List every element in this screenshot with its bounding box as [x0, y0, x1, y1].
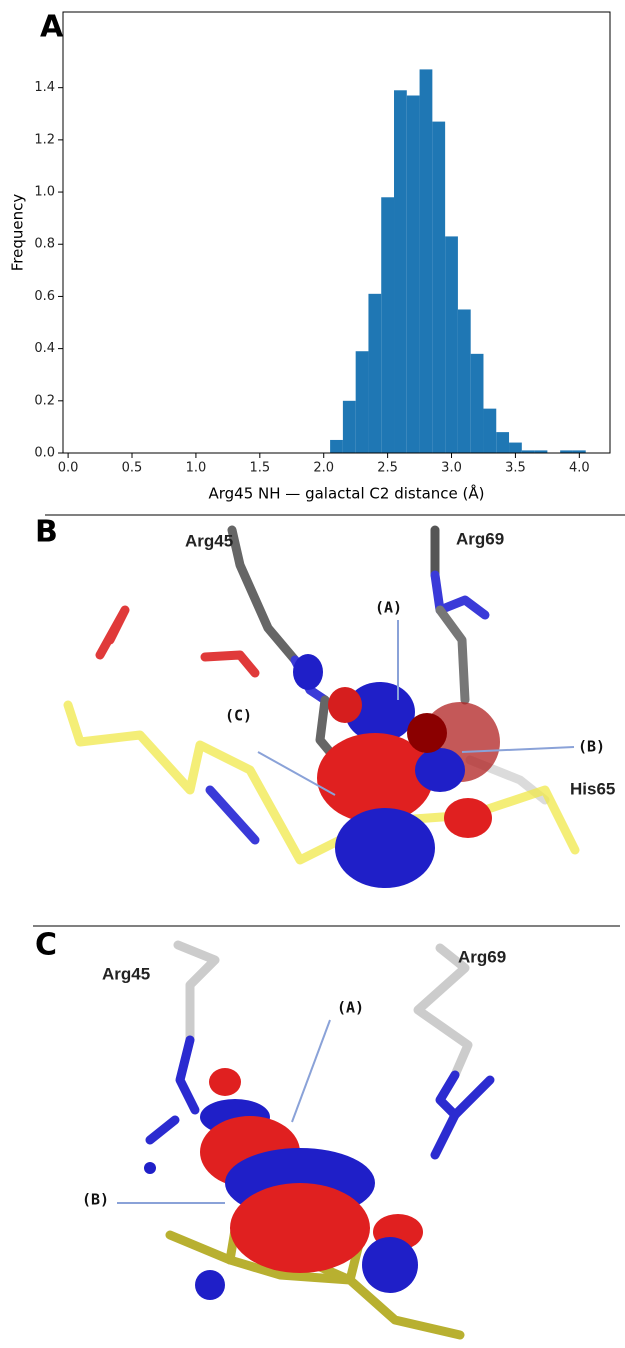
residue-label: Arg45	[185, 531, 233, 550]
residue-stick	[145, 1115, 180, 1145]
bar	[457, 309, 471, 453]
residue-stick	[175, 1035, 200, 1115]
orbital-lobe	[317, 733, 433, 823]
bar	[483, 408, 497, 453]
bar	[470, 353, 484, 453]
callout-label: (B)	[578, 738, 605, 756]
orbital-lobe	[407, 713, 447, 753]
bar	[560, 450, 573, 453]
residue-label: Arg45	[102, 964, 150, 983]
x-tick-label: 3.0	[441, 461, 462, 476]
bar	[496, 432, 510, 453]
water	[95, 605, 130, 660]
x-tick-label: 0.5	[122, 461, 143, 476]
y-tick-label: 0.2	[34, 393, 55, 408]
callout-label: (C)	[225, 707, 252, 725]
y-axis-label: Frequency	[9, 194, 27, 272]
residue-stick	[435, 605, 470, 705]
residue-stick	[430, 1110, 460, 1160]
bar	[355, 351, 369, 453]
y-tick-label: 1.2	[34, 132, 55, 147]
orbital-lobe	[444, 798, 492, 838]
ligand-stick	[205, 785, 260, 845]
panel-c: C Arg45 Arg69 (A) (B)	[35, 928, 506, 1340]
x-tick-label: 0.0	[58, 461, 79, 476]
plot-frame	[62, 11, 611, 454]
y-tick-label: 0.8	[34, 237, 55, 252]
x-tick-label: 1.5	[249, 461, 270, 476]
bar	[445, 236, 458, 453]
water	[200, 650, 260, 678]
panel-label: A	[40, 10, 64, 45]
residue-stick	[430, 570, 490, 620]
callout-label: (B)	[82, 1191, 109, 1209]
bar	[419, 69, 433, 453]
bar	[509, 442, 522, 453]
orbital-lobe	[362, 1237, 418, 1293]
x-tick-label: 1.0	[186, 461, 207, 476]
bar	[406, 95, 420, 453]
residue-label: Arg69	[458, 947, 506, 966]
callout-label: (A)	[375, 599, 402, 617]
bar	[572, 450, 586, 453]
panel-label: B	[35, 515, 58, 550]
bar	[330, 439, 343, 453]
arrow	[291, 1019, 331, 1123]
x-tick-label: 4.0	[569, 461, 590, 476]
callout-label: (A)	[337, 999, 364, 1017]
residue-stick	[413, 943, 473, 1080]
orbital-lobe	[195, 1270, 225, 1300]
ligand-stick	[165, 1230, 465, 1340]
x-tick-label: 3.5	[505, 461, 526, 476]
bar	[521, 450, 535, 453]
residue-label: His65	[570, 779, 615, 798]
orbital-lobe	[209, 1068, 241, 1096]
bar	[342, 400, 356, 453]
arrow	[461, 746, 575, 753]
orbital-lobe	[415, 748, 465, 792]
x-tick-label: 2.0	[313, 461, 334, 476]
bar	[432, 121, 446, 454]
y-tick-label: 1.4	[34, 80, 55, 95]
residue-stick	[435, 1070, 495, 1120]
arrow	[257, 751, 336, 796]
residue-stick	[227, 525, 300, 665]
orbital-lobe	[328, 687, 362, 723]
x-axis-label: Arg45 NH — galactal C2 distance (Å)	[209, 484, 485, 503]
panel-label: C	[35, 928, 57, 963]
y-tick-label: 0.6	[34, 289, 55, 304]
y-tick-label: 1.0	[34, 185, 55, 200]
orbital-lobe	[293, 654, 323, 690]
bar	[381, 197, 395, 453]
y-tick-label: 0.4	[34, 341, 55, 356]
residue-stick	[173, 940, 220, 1045]
bar	[534, 450, 548, 453]
panel-b: B Arg45 Arg69 (A) (B) (C) His65	[35, 515, 615, 888]
orbital-lobe	[335, 808, 435, 888]
orbital-lobe	[144, 1162, 156, 1174]
y-tick-label: 0.0	[34, 446, 55, 461]
residue-label: Arg69	[456, 529, 504, 548]
bar	[394, 90, 407, 453]
x-tick-label: 2.5	[377, 461, 398, 476]
orbital-lobe	[230, 1183, 370, 1273]
bar	[368, 293, 382, 453]
